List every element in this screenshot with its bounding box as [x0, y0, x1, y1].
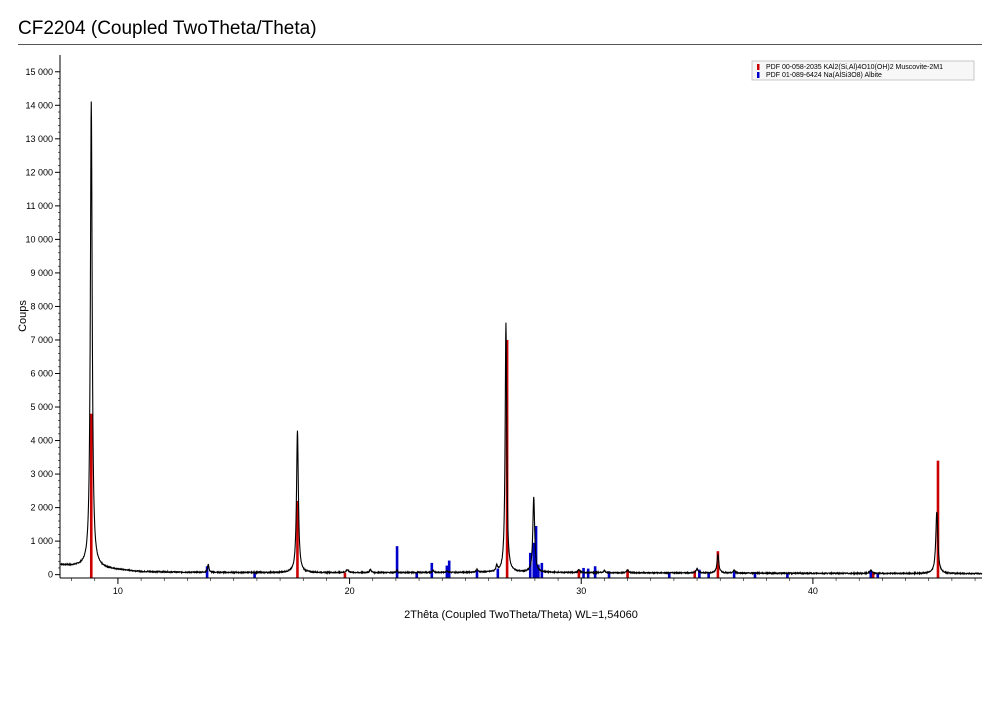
- legend-box: [751, 60, 975, 81]
- y-tick-label: 14 000: [25, 100, 53, 110]
- albite-stick: [786, 572, 789, 578]
- albite-stick: [876, 572, 880, 578]
- y-tick-label: 7 000: [30, 335, 53, 345]
- muscovite-stick: [693, 570, 697, 578]
- y-ticks: 0 1 000 2 000 3 000 4 000 5 000 6 000 7 000 8 00…: [25, 67, 60, 580]
- albite-stick: [496, 568, 500, 578]
- albite-stick: [732, 571, 736, 578]
- albite-stick: [253, 572, 256, 578]
- muscovite-stick: [626, 569, 629, 578]
- legend-swatch-albite: [757, 72, 760, 78]
- albite-stick: [475, 570, 479, 578]
- y-tick-label: 1 000: [30, 536, 53, 546]
- muscovite-stick: [343, 572, 347, 578]
- y-tick-label: 5 000: [30, 402, 53, 412]
- albite-stick: [698, 569, 701, 578]
- albite-stick: [667, 572, 671, 578]
- title-divider: [18, 44, 982, 45]
- y-tick-label: 9 000: [30, 268, 53, 278]
- y-tick-label: 8 000: [30, 301, 53, 311]
- albite-stick: [205, 566, 209, 578]
- y-axis-label: Coups: [17, 300, 29, 332]
- albite-stick: [537, 564, 540, 578]
- y-tick-label: 10 000: [25, 234, 53, 244]
- y-tick-label: 15 000: [25, 67, 53, 77]
- albite-stick: [415, 572, 419, 578]
- x-tick-label: 40: [808, 586, 818, 596]
- albite-stick: [532, 542, 536, 578]
- muscovite-stick: [716, 551, 720, 578]
- y-tick-label: 4 000: [30, 436, 53, 446]
- muscovite-stick: [936, 460, 940, 578]
- y-tick-label: 11 000: [26, 201, 53, 211]
- legend-swatch-muscovite: [757, 64, 760, 70]
- muscovite-stick: [89, 413, 93, 578]
- y-tick-label: 2 000: [30, 503, 53, 513]
- muscovite-sticks: [89, 339, 940, 578]
- albite-stick: [395, 546, 399, 578]
- y-tick-label: 12 000: [25, 167, 53, 177]
- muscovite-stick: [577, 569, 581, 578]
- muscovite-stick: [871, 572, 875, 578]
- legend: PDF 00-058-2035 KAl2(Si,Al)4O10(OH)2 Mus…: [751, 60, 975, 81]
- x-ticks: 10 20 30 40: [71, 578, 976, 596]
- x-tick-label: 20: [345, 586, 355, 596]
- muscovite-stick: [296, 500, 299, 578]
- x-axis-label: 2Thêta (Coupled TwoTheta/Theta) WL=1,540…: [404, 609, 638, 621]
- page-title: CF2204 (Coupled TwoTheta/Theta): [18, 18, 317, 39]
- albite-stick: [430, 562, 434, 578]
- y-tick-label: 13 000: [25, 134, 53, 144]
- legend-label-albite: PDF 01-089-6424 Na(AlSi3O8) Albite: [766, 72, 882, 79]
- albite-stick: [707, 571, 710, 578]
- legend-label-muscovite: PDF 00-058-2035 KAl2(Si,Al)4O10(OH)2 Mus…: [766, 64, 943, 71]
- y-tick-label: 0: [48, 570, 53, 580]
- observed-pattern-line: [59, 101, 983, 576]
- y-tick-label: 6 000: [30, 368, 53, 378]
- albite-stick: [869, 570, 873, 578]
- x-tick-label: 10: [113, 586, 123, 596]
- albite-stick: [607, 571, 611, 578]
- y-tick-label: 3 000: [30, 469, 53, 479]
- x-tick-label: 30: [576, 586, 586, 596]
- albite-stick: [447, 560, 451, 578]
- albite-stick: [753, 571, 757, 578]
